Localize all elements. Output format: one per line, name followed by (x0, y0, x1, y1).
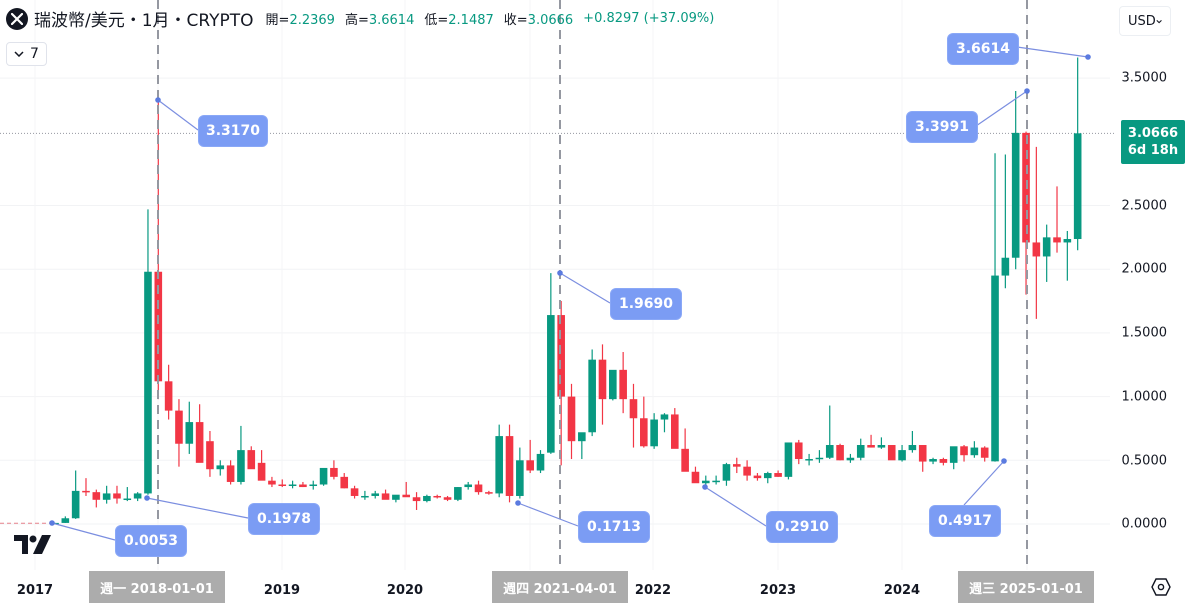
close-label: 收= (503, 13, 528, 28)
low-callout[interactable]: 0.1713 (578, 511, 650, 543)
low-callout[interactable]: 0.0053 (115, 525, 187, 557)
bar-countdown: 6d 18h (1127, 143, 1179, 158)
low-label: 低= (424, 13, 449, 28)
low-callout[interactable]: 0.1978 (248, 503, 320, 535)
y-tick: 0.0000 (1121, 516, 1168, 532)
high-callout[interactable]: 3.3170 (198, 115, 268, 147)
x-tick: 2024 (883, 583, 921, 598)
currency-label: USD (1128, 13, 1156, 29)
y-tick: 1.5000 (1121, 325, 1168, 341)
y-tick: 1.0000 (1121, 389, 1168, 405)
open-value: 2.2369 (289, 13, 335, 28)
chevron-down-icon (14, 51, 24, 57)
settings-hexagon-icon[interactable] (1151, 578, 1171, 596)
x-tick: 2019 (263, 583, 301, 598)
grid-lines (0, 0, 1115, 570)
y-tick: 3.5000 (1121, 70, 1168, 86)
x-tick: 2017 (16, 583, 54, 598)
open-label: 開= (265, 13, 290, 28)
symbol-title[interactable]: 瑞波幣/美元・1月・CRYPTO (34, 11, 254, 31)
high-callout[interactable]: 3.3991 (906, 111, 978, 143)
crosshair-date-tag: 週一 2018-01-01 (89, 571, 225, 603)
low-callout[interactable]: 0.2910 (766, 511, 838, 543)
crosshair-date-tag: 週三 2025-01-01 (958, 571, 1094, 603)
indicator-count: 7 (30, 46, 39, 62)
low-callout[interactable]: 0.4917 (929, 505, 1001, 537)
x-tick: 2022 (634, 583, 672, 598)
y-tick: 0.5000 (1121, 453, 1168, 469)
crosshair-date-tag: 週四 2021-04-01 (492, 571, 628, 603)
chart-legend: 瑞波幣/美元・1月・CRYPTO 開=2.2369 高=3.6614 低=2.1… (6, 6, 714, 31)
tradingview-logo[interactable] (14, 535, 54, 555)
x-tick: 2020 (386, 583, 424, 598)
x-tick: 2023 (759, 583, 797, 598)
ohlc-values: 開=2.2369 高=3.6614 低=2.1487 收=3.0666 +0.8… (266, 9, 715, 28)
chevron-down-icon (1156, 19, 1162, 23)
annotation-lines (49, 0, 1091, 570)
low-value: 2.1487 (448, 13, 494, 28)
high-value: 3.6614 (368, 13, 415, 28)
high-label: 高= (344, 13, 369, 28)
y-tick: 2.0000 (1121, 261, 1168, 277)
high-callout[interactable]: 3.6614 (947, 33, 1019, 65)
candle-series (51, 57, 1082, 525)
xrp-x-icon (6, 7, 28, 30)
currency-selector[interactable]: USD (1119, 6, 1171, 36)
last-price-tag: 3.0666 6d 18h (1121, 120, 1185, 164)
change-value: +0.8297 (+37.09%) (583, 11, 715, 26)
last-price: 3.0666 (1127, 126, 1179, 141)
high-callout[interactable]: 1.9690 (610, 288, 682, 320)
close-value: 3.0666 (527, 13, 574, 28)
y-tick: 2.5000 (1121, 198, 1168, 214)
indicators-collapse-button[interactable]: 7 (6, 42, 47, 66)
